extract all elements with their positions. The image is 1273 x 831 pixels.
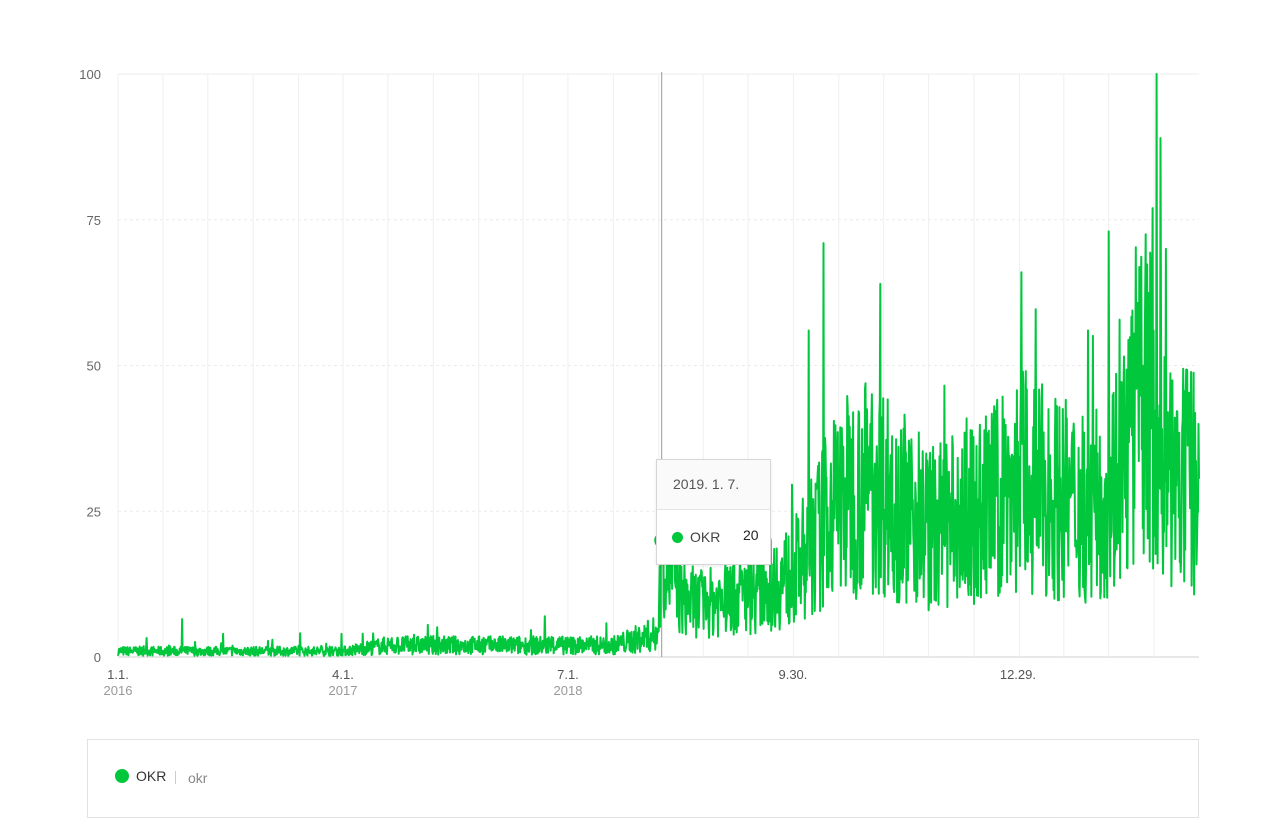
tooltip-series-name: OKR	[690, 529, 721, 545]
x-tick-label: 12.29.	[1000, 667, 1036, 682]
x-tick-label: 1.1.	[107, 667, 129, 682]
legend-series-name[interactable]: OKR	[136, 768, 167, 784]
chart-tooltip: 2019. 1. 7. OKR 20	[656, 459, 771, 565]
x-tick-year-label: 2017	[329, 683, 358, 698]
y-tick-label: 50	[87, 359, 101, 374]
series-line-okr	[117, 73, 1200, 657]
y-tick-label: 75	[87, 213, 101, 228]
tooltip-series-dot-icon	[672, 532, 683, 543]
legend-series-keyword: okr	[188, 770, 208, 786]
tooltip-date: 2019. 1. 7.	[657, 460, 770, 510]
tooltip-value: 20	[743, 527, 759, 543]
y-tick-label: 100	[79, 67, 101, 82]
x-tick-label: 7.1.	[557, 667, 579, 682]
y-tick-label: 25	[87, 504, 101, 519]
tooltip-row: OKR 20	[657, 510, 770, 566]
x-tick-label: 4.1.	[332, 667, 354, 682]
legend-series-dot-icon[interactable]	[115, 769, 129, 783]
x-tick-year-label: 2018	[554, 683, 583, 698]
x-tick-year-label: 2016	[104, 683, 133, 698]
legend-panel: OKR okr	[87, 739, 1199, 818]
x-tick-label: 9.30.	[778, 667, 807, 682]
trend-chart: 0 25 50 75 100 1.1.2016 4.1.2017 7.1.2018 9.30. 1…	[79, 67, 1200, 698]
y-tick-label: 0	[94, 650, 101, 665]
legend-separator	[175, 771, 176, 784]
